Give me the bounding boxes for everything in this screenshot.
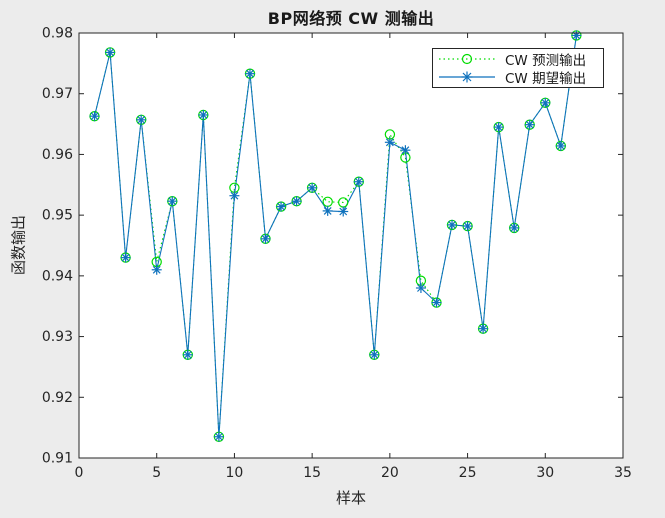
expected-marker <box>493 122 504 133</box>
x-tick-label: 15 <box>303 465 321 481</box>
expected-marker <box>353 176 364 187</box>
expected-marker <box>338 206 349 217</box>
expected-marker <box>509 222 520 233</box>
legend-item-predicted: CW 预测输出 <box>437 51 599 70</box>
circle-marker-icon <box>439 54 495 65</box>
x-tick-label: 25 <box>459 465 477 481</box>
expected-marker <box>322 205 333 216</box>
expected-marker <box>415 283 426 293</box>
y-tick-label: 0.97 <box>42 86 73 102</box>
legend[interactable]: CW 预测输出 CW 期望输出 <box>432 48 604 88</box>
expected-marker <box>447 219 458 230</box>
plot-area-background <box>79 33 623 458</box>
x-tick-label: 5 <box>152 465 161 481</box>
y-tick-label: 0.93 <box>42 329 73 345</box>
expected-marker <box>151 264 162 275</box>
axes-border <box>78 32 624 459</box>
expected-marker <box>105 47 116 58</box>
expected-marker <box>89 111 100 122</box>
legend-label-predicted: CW 预测输出 <box>505 53 587 70</box>
x-tick-label: 0 <box>75 465 84 481</box>
expected-marker <box>540 97 551 108</box>
y-tick-label: 0.92 <box>42 390 73 406</box>
expected-marker <box>244 68 255 79</box>
expected-marker <box>120 252 131 263</box>
expected-marker <box>307 182 318 193</box>
expected-marker <box>478 323 489 334</box>
expected-marker <box>198 109 209 120</box>
x-tick-label: 35 <box>614 465 632 481</box>
expected-marker <box>291 196 302 207</box>
expected-marker <box>384 137 395 148</box>
expected-marker <box>276 201 287 212</box>
expected-marker <box>555 140 566 151</box>
y-tick-label: 0.91 <box>42 451 73 467</box>
legend-label-expected: CW 期望输出 <box>505 70 587 87</box>
y-tick-label: 0.95 <box>42 208 73 224</box>
legend-item-expected: CW 期望输出 <box>437 68 599 87</box>
x-tick-label: 30 <box>536 465 554 481</box>
expected-marker <box>400 145 411 156</box>
y-tick-label: 0.98 <box>42 26 73 42</box>
asterisk-marker-icon <box>439 71 495 83</box>
expected-marker <box>462 221 473 232</box>
expected-marker <box>136 114 147 125</box>
expected-line <box>93 35 577 437</box>
expected-marker <box>431 297 442 308</box>
x-axis-label: 样本 <box>335 489 366 507</box>
expected-marker <box>182 349 193 360</box>
expected-marker <box>571 30 582 41</box>
expected-marker <box>213 431 224 442</box>
y-axis-label: 函数输出 <box>9 214 28 276</box>
x-tick-label: 20 <box>381 465 399 481</box>
expected-marker <box>167 196 178 207</box>
expected-marker <box>369 349 380 360</box>
expected-marker <box>524 119 535 130</box>
chart-title: BP网络预 CW 测输出 <box>267 9 435 28</box>
expected-marker <box>229 190 240 201</box>
y-tick-label: 0.96 <box>42 147 73 163</box>
expected-marker <box>260 233 271 244</box>
y-tick-label: 0.94 <box>42 268 73 284</box>
x-tick-label: 10 <box>226 465 244 481</box>
